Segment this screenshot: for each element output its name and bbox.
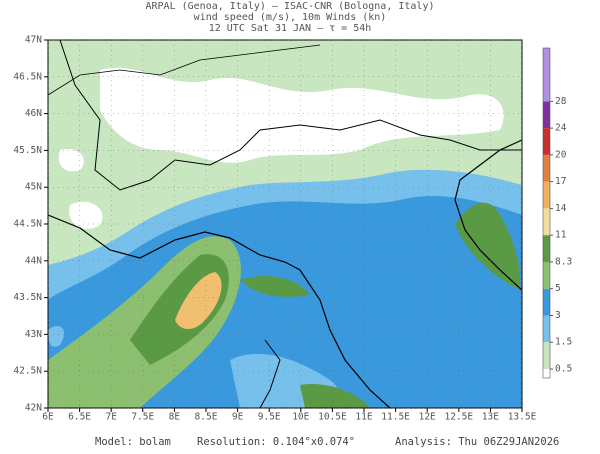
colorbar-label: 3	[555, 310, 561, 321]
x-tick-label: 7E	[105, 412, 117, 423]
title-line: wind speed (m/s), 10m Winds (kn)	[194, 12, 387, 23]
colorbar-label: 5	[555, 283, 561, 294]
colorbar-label: 24	[555, 123, 567, 134]
map-ticks: 6E 6.5E 7E 7.5E 8E 8.5E 9E 9.5E 10E 10.5E 11E 11.5E…	[13, 35, 536, 423]
colorbar-label: 8.3	[555, 256, 572, 267]
colorbar-label: 11	[555, 230, 567, 241]
x-tick-label: 13.5E	[508, 412, 537, 423]
y-tick-label: 47N	[25, 35, 42, 46]
x-tick-label: 8E	[169, 412, 181, 423]
colorbar-label: 1.5	[555, 337, 572, 348]
y-tick-label: 42N	[25, 403, 42, 414]
colorbar-segment	[543, 128, 550, 155]
colorbar-segment	[543, 48, 550, 102]
y-tick-label: 45.5N	[13, 145, 42, 156]
x-tick-label: 11.5E	[381, 412, 410, 423]
colorbar-label: 17	[555, 176, 566, 187]
x-tick-label: 6E	[42, 412, 54, 423]
colorbar-segment	[543, 101, 550, 129]
colorbar-label: 0.5	[555, 364, 572, 375]
x-tick-label: 10E	[292, 412, 309, 423]
map-field	[48, 40, 522, 408]
y-tick-label: 43.5N	[13, 292, 42, 303]
colorbar-segment	[543, 288, 550, 316]
colorbar-label: 28	[555, 96, 567, 107]
x-tick-label: 9E	[232, 412, 244, 423]
footer-resolution: Resolution: 0.104°x0.074°	[197, 436, 355, 448]
colorbar-frame	[542, 47, 551, 379]
y-tick-label: 45N	[25, 182, 42, 193]
y-tick-label: 44N	[25, 255, 42, 266]
x-tick-label: 7.5E	[131, 412, 154, 423]
colorbar-segment	[543, 235, 550, 262]
x-tick-label: 11E	[355, 412, 372, 423]
x-tick-label: 13E	[482, 412, 499, 423]
colorbar: 0.5 1.5 3 5 8.3 11 14 17 20 24 28	[542, 47, 572, 379]
x-tick-label: 9.5E	[258, 412, 281, 423]
colorbar-segment	[543, 154, 550, 182]
y-tick-label: 46N	[25, 108, 42, 119]
x-tick-label: 8.5E	[195, 412, 218, 423]
footer-analysis: Analysis: Thu 06Z29JAN2026	[395, 436, 559, 448]
colorbar-label: 20	[555, 149, 567, 160]
y-tick-label: 43N	[25, 329, 42, 340]
colorbar-segment	[543, 181, 550, 209]
footer-model: Model: bolam	[95, 436, 171, 448]
colorbar-segment	[543, 261, 550, 289]
colorbar-segment	[543, 315, 550, 343]
x-tick-label: 12E	[419, 412, 436, 423]
colorbar-segment	[543, 369, 550, 378]
colorbar-segment	[543, 342, 550, 369]
y-tick-label: 46.5N	[13, 71, 42, 82]
y-tick-label: 44.5N	[13, 219, 42, 230]
x-tick-label: 12.5E	[444, 412, 473, 423]
y-tick-label: 42.5N	[13, 366, 42, 377]
title-line: ARPAL (Genoa, Italy) – ISAC-CNR (Bologna…	[146, 1, 435, 12]
colorbar-label: 14	[555, 203, 567, 214]
x-tick-label: 10.5E	[318, 412, 347, 423]
colorbar-segment	[543, 208, 550, 236]
title-line: 12 UTC Sat 31 JAN – τ = 54h	[209, 23, 372, 34]
x-tick-label: 6.5E	[68, 412, 91, 423]
